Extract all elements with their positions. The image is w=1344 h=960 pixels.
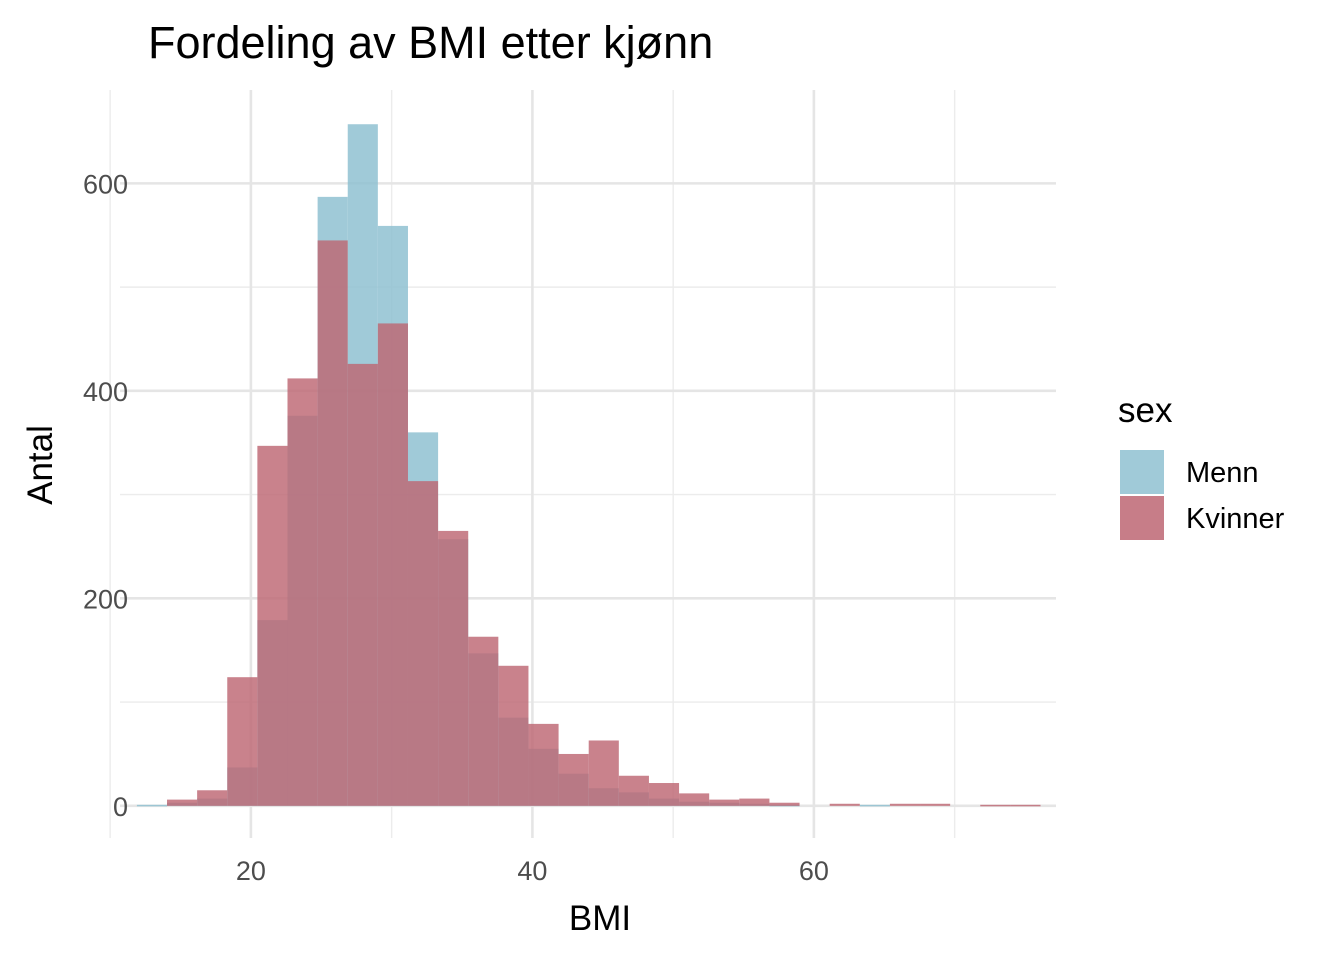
histogram-bar	[679, 793, 710, 806]
histogram-bar	[287, 378, 318, 806]
x-axis-title: BMI	[569, 899, 631, 938]
y-tick-label: 400	[83, 377, 128, 407]
histogram-bar	[347, 363, 378, 806]
histogram-bar	[709, 799, 740, 806]
y-tick-label: 600	[83, 169, 128, 199]
x-tick-label: 60	[799, 856, 829, 886]
histogram-bar	[227, 677, 258, 806]
histogram-bar	[739, 798, 770, 806]
histogram-bar	[648, 783, 680, 806]
histogram-bar	[558, 753, 589, 806]
histogram-bar	[498, 665, 529, 806]
y-tick-label: 0	[113, 792, 128, 822]
x-axis: 20 40 60	[236, 856, 829, 886]
histogram-bar	[588, 740, 619, 806]
histogram-bar	[438, 530, 469, 806]
chart-title: Fordeling av BMI etter kjønn	[148, 17, 713, 68]
y-axis: 0 200 400 600	[83, 169, 128, 821]
legend: sex Menn Kvinner	[1118, 391, 1285, 540]
histogram-bar	[377, 323, 408, 806]
legend-swatch	[1120, 450, 1164, 494]
legend-swatch	[1120, 496, 1164, 540]
histogram-bar	[618, 775, 649, 806]
y-tick-label: 200	[83, 584, 128, 614]
legend-items: Menn Kvinner	[1120, 450, 1285, 540]
legend-label: Menn	[1186, 457, 1259, 489]
histogram-bar	[317, 240, 348, 806]
histogram-bar	[528, 723, 559, 806]
histogram-bar	[859, 804, 890, 807]
legend-title: sex	[1118, 391, 1173, 430]
histogram-bar	[468, 636, 499, 806]
plot-panel	[109, 90, 1056, 838]
histogram-bar	[257, 445, 288, 806]
histogram-bar	[1010, 804, 1041, 807]
histogram-bars	[136, 124, 1041, 807]
y-axis-title: Antal	[21, 425, 60, 505]
histogram-bar	[889, 803, 921, 806]
x-tick-label: 20	[236, 856, 266, 886]
histogram-bar	[980, 804, 1011, 807]
histogram-bar	[136, 804, 168, 807]
histogram-bar	[197, 790, 228, 806]
histogram-bar	[920, 803, 951, 806]
histogram-bar	[829, 803, 860, 806]
legend-label: Kvinner	[1186, 503, 1285, 535]
histogram-bar	[769, 802, 800, 806]
x-tick-label: 40	[517, 856, 547, 886]
series-kvinner	[167, 240, 1041, 807]
histogram-bar	[167, 799, 198, 806]
histogram-bar	[407, 481, 439, 806]
